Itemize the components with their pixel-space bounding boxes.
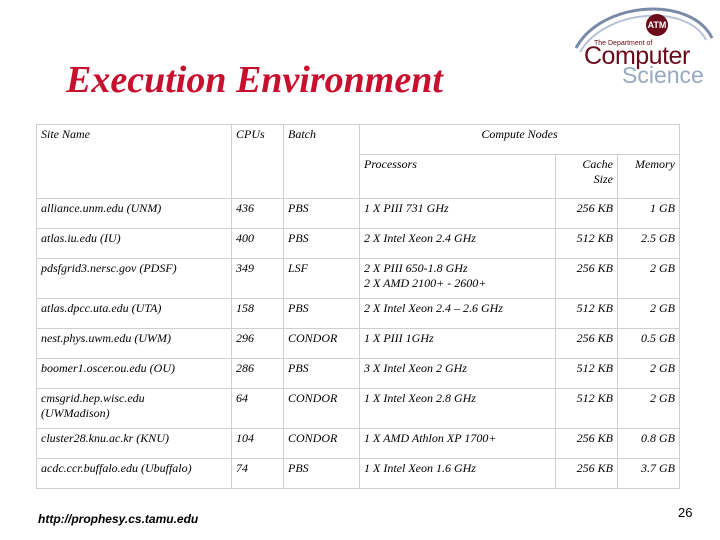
cell-memory: 2 GB: [617, 258, 680, 299]
table-row: pdsfgrid3.nersc.gov (PDSF) 349 LSF 2 X PIII…: [36, 258, 680, 299]
cell-batch: PBS: [283, 358, 360, 389]
cell-cpus: 104: [231, 428, 284, 459]
cell-cache-size: 256 KB: [555, 328, 618, 359]
cell-processors: 1 X PIII 1GHz: [359, 328, 556, 359]
table-row: atlas.iu.edu (IU) 400 PBS 2 X Intel Xeon 2.…: [36, 228, 680, 259]
cell-cpus: 74: [231, 458, 284, 489]
header-cpus: CPUs: [231, 124, 284, 199]
table-header-row: Site Name CPUs Batch Compute Nodes: [36, 124, 680, 199]
cell-batch: PBS: [283, 198, 360, 229]
cell-processors: 1 X PIII 731 GHz: [359, 198, 556, 229]
cell-memory: 0.8 GB: [617, 428, 680, 459]
cell-processors: 1 X Intel Xeon 1.6 GHz: [359, 458, 556, 489]
cell-site-name: alliance.unm.edu (UNM): [36, 198, 232, 229]
cell-cpus: 158: [231, 298, 284, 329]
table-row: nest.phys.uwm.edu (UWM) 296 CONDOR 1 X PIII…: [36, 328, 680, 359]
page-number: 26: [678, 505, 693, 520]
execution-environment-table: Site Name CPUs Batch Compute Nodes Proce…: [36, 124, 680, 489]
cell-site-name: boomer1.oscer.ou.edu (OU): [36, 358, 232, 389]
cell-cpus: 349: [231, 258, 284, 299]
header-batch: Batch: [283, 124, 360, 199]
cell-memory: 2 GB: [617, 388, 680, 429]
cell-cache-size: 256 KB: [555, 198, 618, 229]
cell-cache-size: 512 KB: [555, 298, 618, 329]
department-logo: ATM The Department of Computer Science: [572, 2, 714, 88]
cell-processors: 2 X Intel Xeon 2.4 – 2.6 GHz: [359, 298, 556, 329]
logo-computer-text: Computer: [584, 42, 690, 70]
cell-cpus: 64: [231, 388, 284, 429]
table-row: boomer1.oscer.ou.edu (OU) 286 PBS 3 X Intel…: [36, 358, 680, 389]
table-row: acdc.ccr.buffalo.edu (Ubuffalo) 74 PBS 1 X …: [36, 458, 680, 489]
table-row: alliance.unm.edu (UNM) 436 PBS 1 X PIII 731…: [36, 198, 680, 229]
cell-cache-size: 512 KB: [555, 358, 618, 389]
cell-memory: 1 GB: [617, 198, 680, 229]
cell-site-name: pdsfgrid3.nersc.gov (PDSF): [36, 258, 232, 299]
table-subheader-row: Processors Cache Size Memory: [37, 154, 680, 199]
cell-processors: 2 X PIII 650-1.8 GHz 2 X AMD 2100+ - 260…: [359, 258, 556, 299]
cell-processors: 2 X Intel Xeon 2.4 GHz: [359, 228, 556, 259]
cell-processors: 3 X Intel Xeon 2 GHz: [359, 358, 556, 389]
logo-small-text: The Department of: [594, 40, 653, 47]
cell-batch: CONDOR: [283, 388, 360, 429]
cell-memory: 0.5 GB: [617, 328, 680, 359]
table-row: atlas.dpcc.uta.edu (UTA) 158 PBS 2 X Intel …: [36, 298, 680, 329]
cell-batch: CONDOR: [283, 428, 360, 459]
cell-batch: PBS: [283, 458, 360, 489]
cell-cpus: 436: [231, 198, 284, 229]
header-cache-size: Cache Size: [555, 154, 618, 199]
cell-memory: 2 GB: [617, 358, 680, 389]
university-seal: ATM: [646, 14, 668, 36]
cell-batch: PBS: [283, 228, 360, 259]
cell-site-name: acdc.ccr.buffalo.edu (Ubuffalo): [36, 458, 232, 489]
cell-processors: 1 X Intel Xeon 2.8 GHz: [359, 388, 556, 429]
cell-memory: 2.5 GB: [617, 228, 680, 259]
cell-memory: 3.7 GB: [617, 458, 680, 489]
cell-cache-size: 512 KB: [555, 388, 618, 429]
table-row: cmsgrid.hep.wisc.edu (UWMadison) 64 CONDOR…: [36, 388, 680, 429]
header-memory: Memory: [617, 154, 680, 199]
cell-cache-size: 256 KB: [555, 428, 618, 459]
cell-batch: PBS: [283, 298, 360, 329]
cell-site-name: atlas.dpcc.uta.edu (UTA): [36, 298, 232, 329]
cell-site-name: nest.phys.uwm.edu (UWM): [36, 328, 232, 359]
cell-cache-size: 512 KB: [555, 228, 618, 259]
table-row: cluster28.knu.ac.kr (KNU) 104 CONDOR 1 X AM…: [36, 428, 680, 459]
cell-site-name: cmsgrid.hep.wisc.edu (UWMadison): [36, 388, 232, 429]
cell-memory: 2 GB: [617, 298, 680, 329]
cell-cpus: 400: [231, 228, 284, 259]
header-site-name: Site Name: [36, 124, 232, 199]
cell-batch: LSF: [283, 258, 360, 299]
logo-science-text: Science: [622, 62, 704, 88]
cell-batch: CONDOR: [283, 328, 360, 359]
header-processors: Processors: [359, 154, 556, 199]
cell-site-name: atlas.iu.edu (IU): [36, 228, 232, 259]
cell-cache-size: 256 KB: [555, 458, 618, 489]
logo-swoosh-icon: [574, 7, 714, 53]
footer-url[interactable]: http://prophesy.cs.tamu.edu: [38, 512, 199, 526]
cell-site-name: cluster28.knu.ac.kr (KNU): [36, 428, 232, 459]
cell-cpus: 286: [231, 358, 284, 389]
page-title: Execution Environment: [66, 59, 443, 101]
cell-cpus: 296: [231, 328, 284, 359]
header-compute-nodes: Compute Nodes: [359, 124, 680, 155]
cell-processors: 1 X AMD Athlon XP 1700+: [359, 428, 556, 459]
cell-cache-size: 256 KB: [555, 258, 618, 299]
